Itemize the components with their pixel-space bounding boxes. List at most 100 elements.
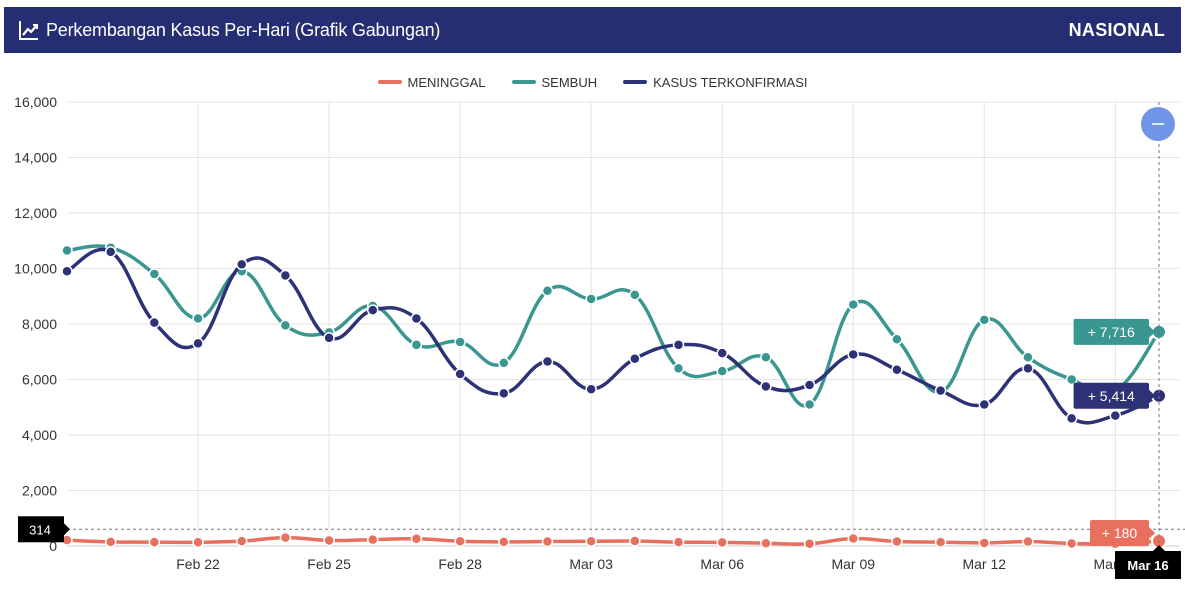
y-tick-label: 4,000	[22, 427, 57, 443]
data-point-sembuh[interactable]	[716, 365, 728, 377]
data-point-sembuh[interactable]	[585, 293, 597, 305]
x-tick-label: Mar 06	[700, 556, 744, 572]
data-point-kasus-terkonfirmasi[interactable]	[235, 258, 248, 271]
data-point-sembuh[interactable]	[1065, 373, 1078, 386]
x-tick-label: Mar 03	[569, 556, 613, 572]
data-point-meninggal[interactable]	[410, 533, 423, 545]
data-point-sembuh[interactable]	[541, 284, 554, 297]
data-point-meninggal[interactable]	[847, 532, 859, 545]
data-point-meninggal[interactable]	[541, 535, 554, 548]
data-point-meninggal[interactable]	[934, 536, 947, 548]
cursor-y-label-arrow	[64, 523, 70, 536]
data-point-kasus-terkonfirmasi[interactable]	[803, 379, 816, 391]
data-point-sembuh[interactable]	[148, 268, 161, 280]
data-point-sembuh[interactable]	[978, 314, 991, 326]
legend-swatch-meninggal	[377, 80, 402, 84]
data-point-meninggal[interactable]	[978, 537, 991, 549]
data-point-kasus-terkonfirmasi[interactable]	[1065, 412, 1078, 425]
data-point-meninggal[interactable]	[803, 538, 816, 550]
data-point-kasus-terkonfirmasi[interactable]	[847, 348, 859, 361]
legend-swatch-sembuh	[511, 80, 536, 84]
data-point-kasus-terkonfirmasi[interactable]	[61, 265, 73, 278]
data-point-sembuh[interactable]	[847, 298, 859, 311]
value-badge-kasus-terkonfirmasi: + 5,414	[1088, 388, 1135, 404]
data-point-meninggal[interactable]	[323, 534, 335, 547]
data-point-meninggal[interactable]	[454, 535, 466, 548]
data-point-sembuh[interactable]	[498, 357, 510, 369]
data-point-meninggal[interactable]	[1065, 537, 1078, 550]
data-point-meninggal[interactable]	[891, 535, 903, 548]
data-point-meninggal[interactable]	[498, 536, 510, 548]
series-line-meninggal	[65, 535, 1161, 546]
data-point-meninggal[interactable]	[235, 535, 248, 547]
data-point-meninggal[interactable]	[629, 535, 641, 547]
data-point-kasus-terkonfirmasi[interactable]	[148, 316, 161, 329]
chart-line-icon	[19, 21, 38, 40]
value-badge-box-sembuh	[1073, 318, 1149, 345]
data-point-kasus-terkonfirmasi[interactable]	[978, 398, 991, 411]
y-tick-label: 0	[49, 538, 57, 554]
data-point-meninggal[interactable]	[148, 536, 161, 548]
data-point-sembuh[interactable]	[760, 351, 772, 364]
data-point-kasus-terkonfirmasi[interactable]	[498, 387, 510, 400]
data-point-kasus-terkonfirmasi[interactable]	[585, 383, 597, 395]
data-point-meninggal[interactable]	[672, 536, 685, 548]
cursor-x-label: Mar 16	[1127, 558, 1168, 573]
data-point-sembuh[interactable]	[891, 333, 903, 346]
data-point-kasus-terkonfirmasi[interactable]	[192, 337, 204, 350]
data-point-sembuh[interactable]	[61, 244, 73, 257]
data-point-kasus-terkonfirmasi[interactable]	[760, 380, 772, 393]
data-point-kasus-terkonfirmasi[interactable]	[104, 246, 117, 258]
data-point-meninggal[interactable]	[192, 536, 204, 549]
header-left: Perkembangan Kasus Per-Hari (Grafik Gabu…	[18, 19, 440, 41]
value-badge-arrow-sembuh	[1149, 325, 1155, 338]
x-tick-label: Mar 09	[831, 556, 875, 572]
zoom-reset-button[interactable]	[1141, 107, 1175, 141]
data-point-kasus-terkonfirmasi[interactable]	[672, 339, 685, 351]
value-badge-sembuh: + 7,716	[1088, 324, 1135, 340]
y-tick-label: 10,000	[14, 261, 57, 277]
data-point-kasus-terkonfirmasi[interactable]	[279, 269, 292, 282]
data-point-sembuh[interactable]	[279, 319, 292, 332]
legend-swatch-terkonfirmasi	[623, 80, 648, 84]
data-point-kasus-terkonfirmasi[interactable]	[410, 312, 423, 325]
data-point-meninggal[interactable]	[104, 536, 117, 548]
data-point-sembuh[interactable]	[1022, 351, 1034, 364]
grid-layer: 0 2,000 4,000 6,000 8,000 10,000 12,000 14,000 1…	[14, 94, 1179, 572]
value-badge-box-kasus-terkonfirmasi	[1073, 382, 1149, 409]
data-point-kasus-terkonfirmasi[interactable]	[454, 368, 466, 380]
data-point-sembuh[interactable]	[192, 312, 204, 325]
data-point-sembuh[interactable]	[672, 362, 685, 375]
data-point-kasus-terkonfirmasi[interactable]	[367, 304, 379, 316]
data-point-kasus-terkonfirmasi[interactable]	[1022, 362, 1034, 375]
series-layer	[61, 241, 1167, 550]
value-badge-arrow-meninggal	[1149, 527, 1155, 540]
data-point-sembuh[interactable]	[629, 289, 641, 301]
data-point-sembuh[interactable]	[803, 398, 816, 411]
data-point-kasus-terkonfirmasi[interactable]	[323, 332, 335, 344]
y-tick-label: 16,000	[14, 94, 57, 110]
data-point-kasus-terkonfirmasi[interactable]	[934, 384, 947, 397]
data-point-kasus-terkonfirmasi[interactable]	[716, 347, 728, 359]
x-tick-label: Feb 25	[307, 556, 351, 572]
data-point-kasus-terkonfirmasi[interactable]	[1109, 409, 1122, 422]
legend-label-terkonfirmasi: KASUS TERKONFIRMASI	[653, 74, 808, 90]
data-point-meninggal[interactable]	[367, 533, 379, 546]
legend-item-sembuh[interactable]: SEMBUH	[511, 75, 597, 90]
legend-label-meninggal: MENINGGAL	[407, 74, 486, 90]
data-point-sembuh[interactable]	[410, 339, 423, 351]
chart-title: Perkembangan Kasus Per-Hari (Grafik Gabu…	[46, 19, 441, 40]
data-point-meninggal[interactable]	[716, 536, 728, 549]
data-point-kasus-terkonfirmasi[interactable]	[891, 364, 903, 376]
data-point-sembuh[interactable]	[454, 336, 466, 348]
data-point-meninggal[interactable]	[585, 535, 597, 548]
data-point-meninggal[interactable]	[1022, 535, 1034, 548]
data-point-kasus-terkonfirmasi[interactable]	[629, 352, 641, 365]
legend-item-terkonfirmasi[interactable]: KASUS TERKONFIRMASI	[623, 75, 807, 90]
data-point-meninggal[interactable]	[760, 537, 772, 549]
data-point-meninggal[interactable]	[279, 531, 292, 544]
legend-item-meninggal[interactable]: MENINGGAL	[377, 74, 486, 90]
data-point-kasus-terkonfirmasi[interactable]	[541, 355, 554, 368]
cursor-y-label-box	[18, 516, 64, 543]
